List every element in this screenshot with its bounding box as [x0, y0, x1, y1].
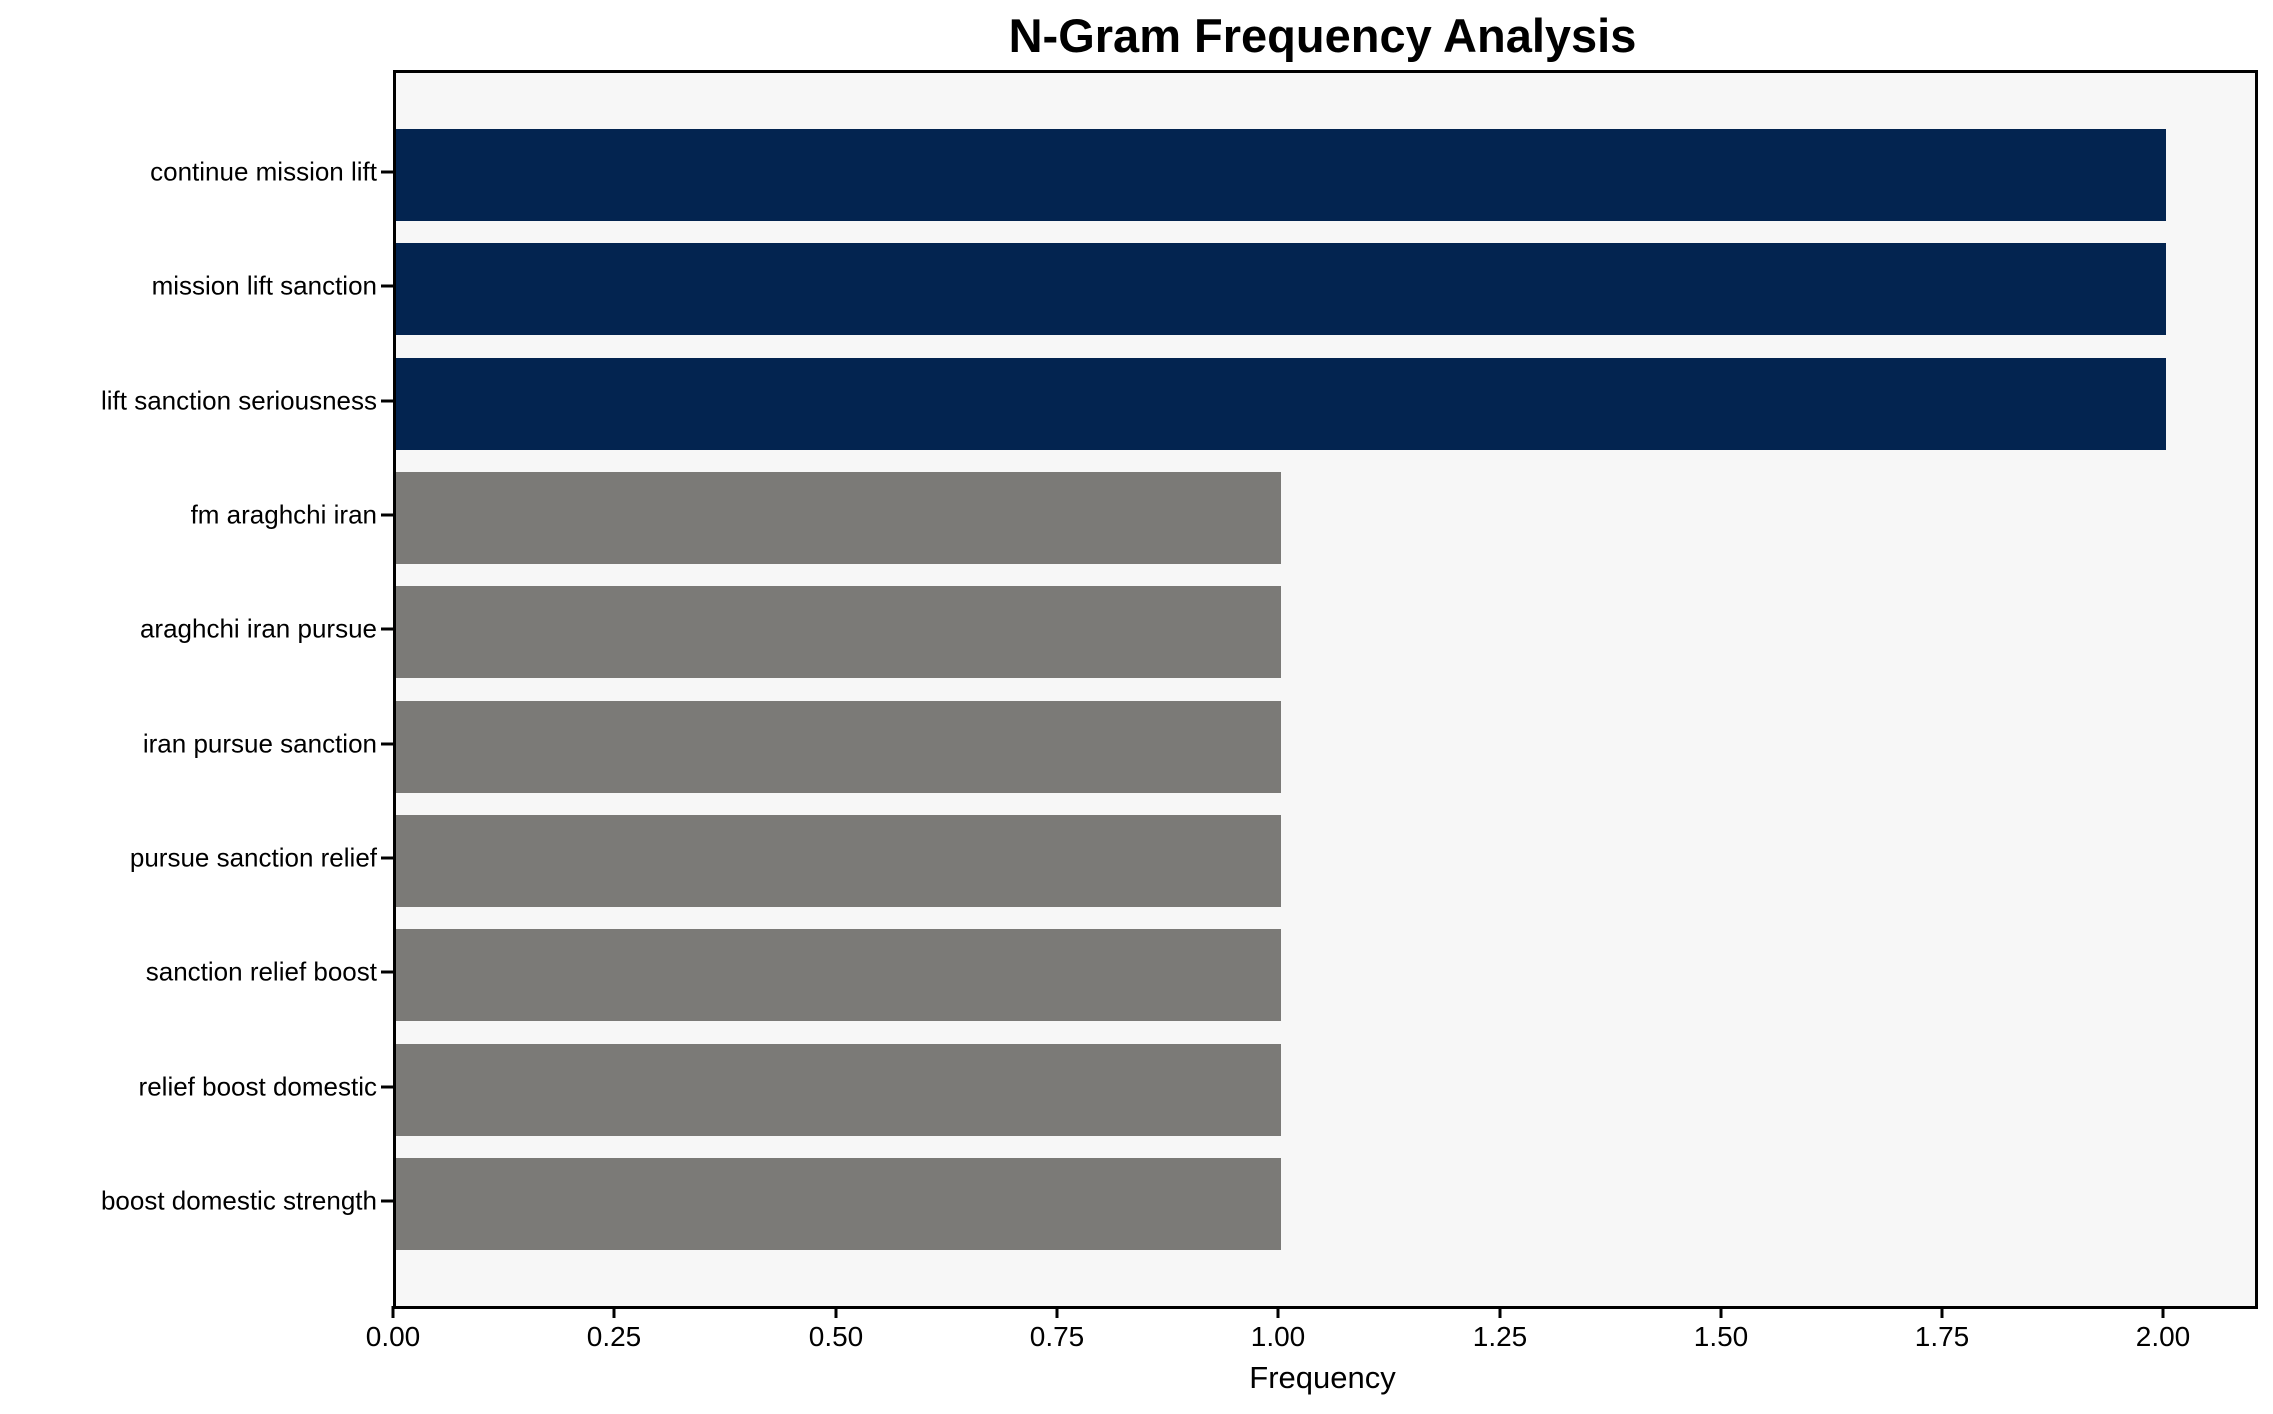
bar	[396, 243, 2166, 335]
x-tick-label: 1.75	[1914, 1321, 1970, 1352]
y-tick-mark	[381, 1199, 393, 1203]
y-tick-label: continue mission lift	[150, 156, 377, 187]
x-tick-mark	[834, 1306, 838, 1318]
bar	[396, 358, 2166, 450]
bar	[396, 929, 1281, 1021]
y-tick-label: lift sanction seriousness	[100, 385, 377, 416]
x-axis-label: Frequency	[1249, 1360, 1396, 1395]
y-tick-mark	[381, 742, 393, 746]
x-tick-label: 2.00	[2135, 1321, 2191, 1352]
y-tick-label: boost domestic strength	[100, 1185, 377, 1216]
y-tick-label: araghchi iran pursue	[139, 613, 377, 644]
y-tick-mark	[381, 284, 393, 288]
y-tick-mark	[381, 170, 393, 174]
x-tick-mark	[1940, 1306, 1944, 1318]
x-tick-mark	[1055, 1306, 1059, 1318]
y-tick-mark	[381, 970, 393, 974]
y-tick-mark	[381, 513, 393, 517]
x-tick-label: 0.50	[808, 1321, 864, 1352]
x-tick-mark	[1276, 1306, 1280, 1318]
x-tick-mark	[1719, 1306, 1723, 1318]
x-tick-label: 0.25	[586, 1321, 642, 1352]
x-tick-label: 1.00	[1250, 1321, 1306, 1352]
y-tick-label: relief boost domestic	[138, 1071, 377, 1102]
x-tick-label: 1.50	[1693, 1321, 1749, 1352]
y-tick-mark	[381, 627, 393, 631]
y-tick-label: iran pursue sanction	[142, 728, 377, 759]
x-tick-mark	[1498, 1306, 1502, 1318]
x-tick-mark	[2161, 1306, 2165, 1318]
bar	[396, 129, 2166, 221]
bar	[396, 586, 1281, 678]
x-tick-label: 1.25	[1472, 1321, 1528, 1352]
x-tick-mark	[612, 1306, 616, 1318]
chart-title: N-Gram Frequency Analysis	[1008, 9, 1637, 62]
plot-area	[393, 70, 2258, 1309]
x-tick-label: 0.75	[1029, 1321, 1085, 1352]
bar	[396, 1044, 1281, 1136]
bar	[396, 815, 1281, 907]
y-tick-label: fm araghchi iran	[190, 499, 377, 530]
bar	[396, 472, 1281, 564]
x-tick-label: 0.00	[365, 1321, 421, 1352]
y-tick-mark	[381, 1085, 393, 1089]
bar	[396, 701, 1281, 793]
y-tick-mark	[381, 399, 393, 403]
y-tick-mark	[381, 856, 393, 860]
x-tick-mark	[391, 1306, 395, 1318]
y-tick-label: pursue sanction relief	[129, 842, 377, 873]
y-tick-label: sanction relief boost	[145, 956, 377, 987]
y-tick-label: mission lift sanction	[151, 270, 377, 301]
bar	[396, 1158, 1281, 1250]
